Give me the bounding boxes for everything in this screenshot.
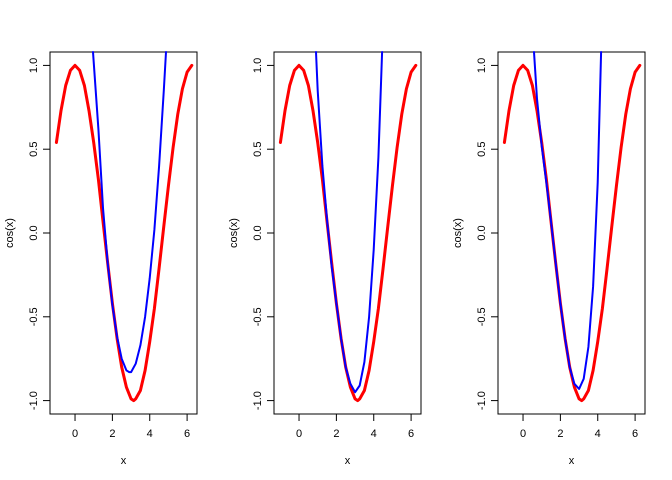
plot-frame [273,51,422,415]
x-tick-label: 4 [595,428,601,440]
y-tick-label: 0.5 [252,142,264,157]
y-tick-label: 0.0 [252,225,264,240]
y-axis-label: cos(x) [4,218,16,248]
x-tick-label: 4 [371,428,377,440]
x-axis-label: x [569,455,575,467]
y-tick-label: 1.0 [28,58,40,73]
series-line [533,51,603,390]
series-line [54,63,194,403]
x-tick-label: 2 [109,428,115,440]
y-tick-label: 0.0 [476,225,488,240]
x-axis-label: x [345,455,351,467]
x-tick-label: 6 [632,428,638,440]
y-tick-label: 1.0 [252,58,264,73]
y-tick-label: -0.5 [476,307,488,326]
x-tick-label: 0 [72,428,78,440]
x-tick-label: 6 [408,428,414,440]
plot-frame [497,51,646,415]
x-tick-label: 2 [557,428,563,440]
y-tick-label: 0.0 [28,225,40,240]
y-tick-label: -0.5 [28,307,40,326]
y-tick-label: -0.5 [252,307,264,326]
series-line [92,51,167,374]
x-tick-label: 0 [520,428,526,440]
y-tick-label: -1.0 [252,391,264,410]
series-line [278,63,418,403]
x-tick-label: 0 [296,428,302,440]
y-axis-label: cos(x) [452,218,464,248]
plot-frame [49,51,198,415]
x-axis-label: x [121,455,127,467]
series-line [502,63,642,403]
y-tick-label: -1.0 [476,391,488,410]
y-axis-label: cos(x) [228,218,240,248]
y-tick-label: 0.5 [476,142,488,157]
y-tick-label: 1.0 [476,58,488,73]
y-tick-label: -1.0 [28,391,40,410]
y-tick-label: 0.5 [28,142,40,157]
x-tick-label: 2 [333,428,339,440]
series-line [315,51,384,394]
x-tick-label: 4 [147,428,153,440]
x-tick-label: 6 [184,428,190,440]
